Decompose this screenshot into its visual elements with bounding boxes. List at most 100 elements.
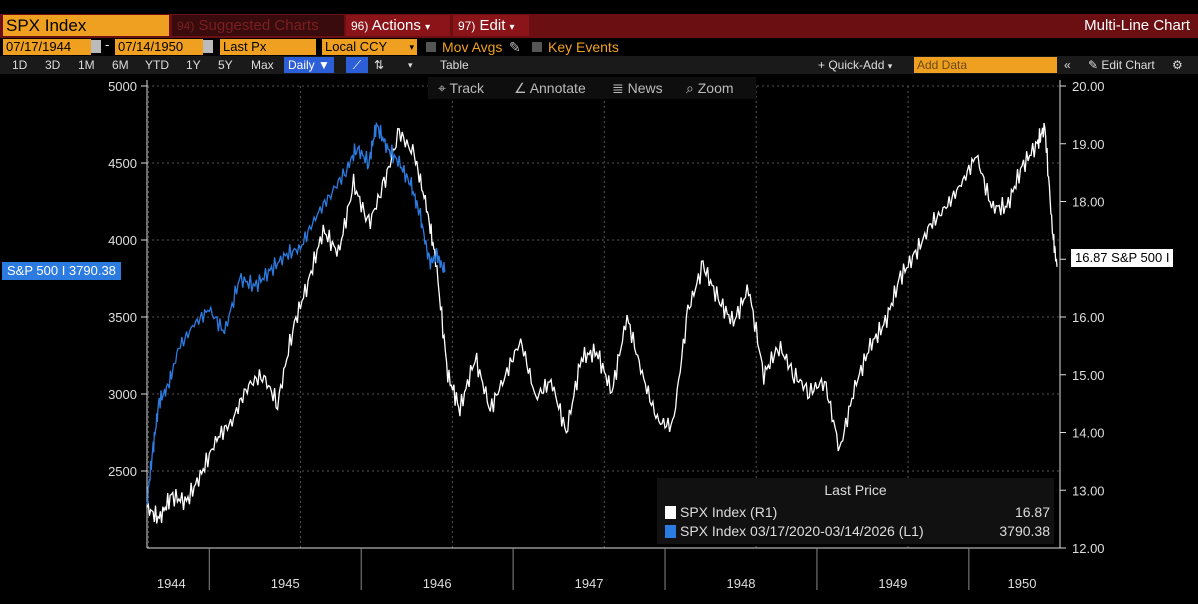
right-tick-label: 13.00 (1072, 483, 1105, 498)
right-tick-label: 15.00 (1072, 368, 1105, 383)
chart-tools-bar (428, 77, 756, 99)
legend-name-l1: SPX Index 03/17/2020-03/14/2026 (L1) (680, 523, 924, 539)
range-6m[interactable]: 6M (112, 58, 129, 72)
start-calendar-icon[interactable] (91, 40, 101, 53)
actions-num: 96) (351, 19, 369, 33)
range-1m[interactable]: 1M (78, 58, 95, 72)
zoom-tool[interactable]: ⌕ Zoom (686, 78, 734, 98)
edit-dropdown-icon: ▾ (509, 22, 515, 33)
edit-num: 97) (458, 19, 476, 33)
left-tick-label: 3500 (108, 310, 137, 325)
currency-dropdown-icon: ▾ (409, 42, 414, 52)
right-tick-label: 18.00 (1072, 195, 1105, 210)
annotate-tool[interactable]: ∠ Annotate (514, 78, 586, 98)
left-axis-value-tag: S&P 500 I 3790.38 (2, 262, 121, 280)
legend-swatch-blue (665, 525, 676, 538)
legend-box: Last Price SPX Index (R1) 16.87 SPX Inde… (657, 478, 1054, 544)
edit-menu[interactable]: 97) Edit ▾ (453, 15, 529, 36)
x-tick-label: 1944 (157, 576, 186, 591)
right-tick-label: 20.00 (1072, 79, 1105, 94)
add-data-input[interactable]: Add Data (914, 57, 1057, 73)
actions-dropdown-icon: ▾ (425, 22, 431, 33)
left-tick-label: 5000 (108, 79, 137, 94)
line-chart-icon[interactable]: ⟋ (346, 57, 368, 73)
chart-style-dropdown-icon[interactable]: ▾ (408, 60, 413, 70)
legend-row-spx-r1[interactable]: SPX Index (R1) (665, 503, 777, 521)
x-tick-label: 1950 (1008, 576, 1037, 591)
mov-avgs-label[interactable]: Mov Avgs (442, 39, 503, 55)
security-ticker[interactable]: SPX Index (3, 15, 169, 36)
right-tick-label: 16.00 (1072, 310, 1105, 325)
right-tick-label: 12.00 (1072, 541, 1105, 556)
range-3d[interactable]: 3D (45, 58, 61, 72)
zoom-label: Zoom (697, 80, 734, 96)
series-line-spx-r1 (146, 122, 1058, 524)
currency-select[interactable]: Local CCY ▾ (322, 39, 417, 55)
x-tick-label: 1945 (271, 576, 300, 591)
magnifier-icon: ⌕ (686, 80, 694, 96)
annotate-icon: ∠ (514, 80, 527, 96)
legend-row-spx-l1[interactable]: SPX Index 03/17/2020-03/14/2026 (L1) (665, 522, 924, 540)
legend-title: Last Price (824, 482, 887, 498)
edit-chart-label: Edit Chart (1101, 58, 1155, 72)
right-tick-label: 19.00 (1072, 137, 1105, 152)
news-label: News (627, 80, 663, 96)
legend-name-r1: SPX Index (R1) (680, 504, 778, 520)
x-tick-label: 1947 (575, 576, 604, 591)
settings-gear-icon[interactable]: ⚙ (1172, 58, 1183, 72)
range-1y[interactable]: 1Y (186, 58, 201, 72)
range-5y[interactable]: 5Y (218, 58, 233, 72)
currency-label: Local CCY (325, 39, 388, 54)
key-events-checkbox[interactable] (532, 42, 542, 52)
x-tick-label: 1946 (423, 576, 452, 591)
actions-menu[interactable]: 96) Actions ▾ (346, 15, 450, 36)
series-line-spx-l1 (146, 121, 446, 505)
left-tick-label: 4500 (108, 156, 137, 171)
legend-swatch-white (665, 506, 676, 519)
end-date-field[interactable]: 07/14/1950 (115, 39, 203, 55)
quick-add-button[interactable]: + Quick-Add ▾ (818, 57, 892, 74)
date-separator: - (105, 37, 110, 52)
actions-label: Actions (371, 17, 421, 34)
crosshair-icon: ⌖ (438, 80, 446, 96)
frequency-dropdown-icon: ▼ (318, 58, 330, 72)
quick-add-dropdown-icon: ▾ (887, 61, 893, 71)
legend-value-r1: 16.87 (1014, 504, 1050, 520)
annotate-label: Annotate (529, 80, 586, 96)
right-tick-label: 14.00 (1072, 426, 1105, 441)
mov-avgs-checkbox[interactable] (426, 42, 436, 52)
edit-chart-pencil-icon: ✎ (1088, 58, 1099, 72)
pencil-icon[interactable]: ✎ (509, 39, 521, 55)
track-label: Track (449, 80, 485, 96)
track-tool[interactable]: ⌖ Track (438, 78, 484, 98)
suggested-charts-menu[interactable]: 94) Suggested Charts (172, 15, 344, 36)
end-calendar-icon[interactable] (203, 40, 213, 53)
table-button[interactable]: Table (440, 58, 469, 72)
left-tick-label: 2500 (108, 464, 137, 479)
chart-type-title: Multi-Line Chart (1084, 17, 1190, 34)
frequency-select[interactable]: Daily ▼ (284, 57, 334, 73)
suggested-charts-label: Suggested Charts (198, 17, 319, 34)
x-tick-label: 1948 (727, 576, 756, 591)
range-1d[interactable]: 1D (12, 58, 28, 72)
key-events-label[interactable]: Key Events (548, 39, 619, 55)
edit-label: Edit (479, 17, 506, 34)
quick-add-label: + Quick-Add (818, 58, 885, 72)
x-tick-label: 1949 (878, 576, 907, 591)
sort-icon[interactable]: ⇅ (374, 58, 385, 72)
start-date-field[interactable]: 07/17/1944 (3, 39, 91, 55)
edit-chart-button[interactable]: ✎ Edit Chart (1088, 57, 1155, 73)
range-ytd[interactable]: YTD (145, 58, 169, 72)
collapse-icon[interactable]: « (1064, 58, 1071, 72)
price-field-select[interactable]: Last Px (220, 39, 316, 55)
right-axis-value-tag: 16.87 S&P 500 I (1070, 248, 1175, 268)
news-icon: ≣ (612, 80, 624, 96)
range-max[interactable]: Max (251, 58, 274, 72)
suggested-charts-num: 94) (177, 19, 195, 33)
legend-value-l1: 3790.38 (999, 523, 1050, 539)
news-tool[interactable]: ≣ News (612, 78, 663, 98)
left-tick-label: 3000 (108, 387, 137, 402)
left-tick-label: 4000 (108, 233, 137, 248)
frequency-label: Daily (288, 58, 315, 72)
